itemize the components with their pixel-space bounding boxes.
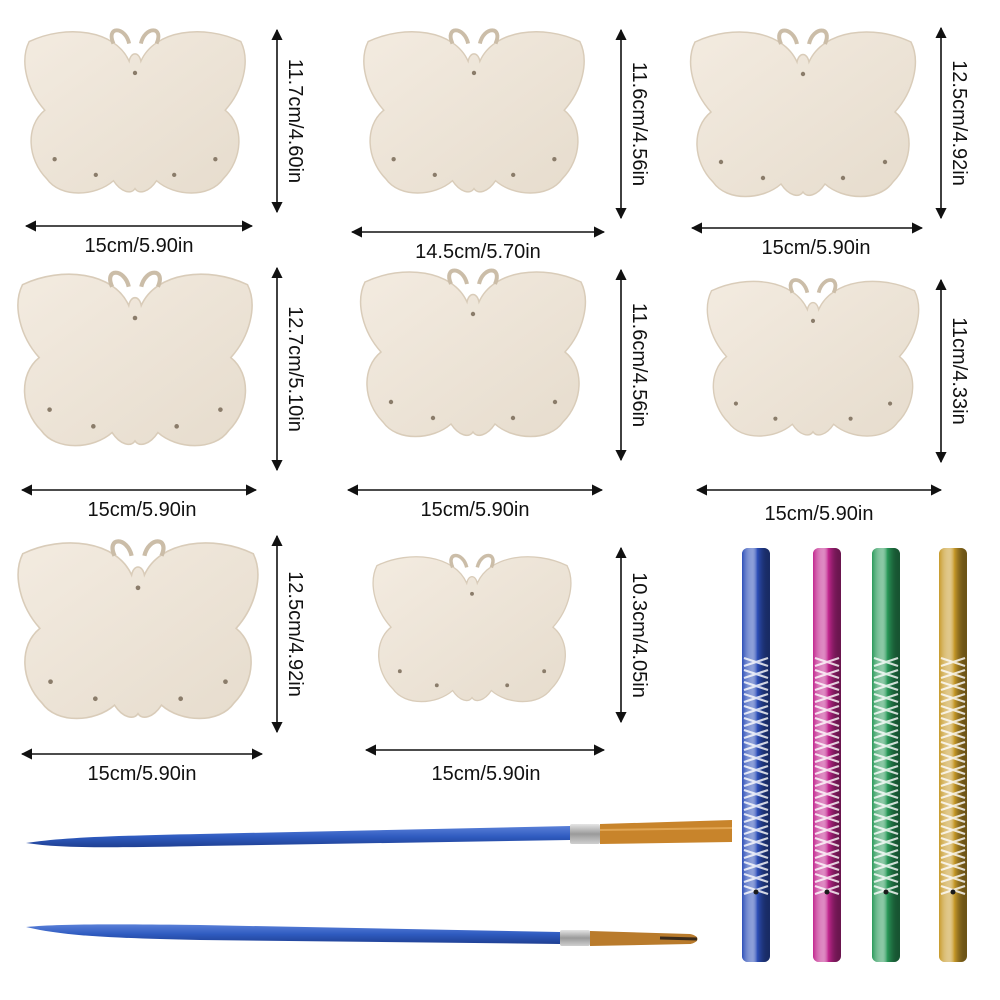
pink-rod — [813, 548, 841, 962]
butterfly-cutout-4 — [18, 273, 252, 446]
width-label-3: 15cm/5.90in — [762, 237, 871, 259]
flat-paintbrush — [26, 820, 733, 848]
width-label-2: 14.5cm/5.70in — [415, 241, 541, 263]
height-label-6: 11cm/4.33in — [948, 317, 970, 424]
butterfly-cutout-2 — [364, 30, 584, 193]
width-label-8: 15cm/5.90in — [432, 763, 541, 785]
height-label-7: 12.5cm/4.92in — [284, 571, 306, 697]
butterfly-cutout-8 — [373, 555, 571, 701]
butterfly-cutout-1 — [25, 30, 245, 193]
width-label-6: 15cm/5.90in — [765, 503, 874, 525]
butterfly-cutout-5 — [361, 271, 586, 437]
height-label-5: 11.6cm/4.56in — [628, 303, 650, 427]
height-label-8: 10.3cm/4.05in — [628, 572, 650, 698]
green-rod — [872, 548, 900, 962]
round-paintbrush — [26, 924, 698, 946]
width-label-4: 15cm/5.90in — [88, 499, 197, 521]
width-label-7: 15cm/5.90in — [88, 763, 197, 785]
gold-rod — [939, 548, 967, 962]
blue-rod — [742, 548, 770, 962]
height-label-1: 11.7cm/4.60in — [284, 59, 306, 183]
height-label-2: 11.6cm/4.56in — [628, 62, 650, 186]
butterfly-cutout-6 — [707, 280, 918, 436]
butterfly-cutout-3 — [691, 31, 916, 197]
height-label-4: 12.7cm/5.10in — [284, 306, 306, 432]
width-label-5: 15cm/5.90in — [421, 499, 530, 521]
width-label-1: 15cm/5.90in — [85, 235, 194, 257]
embossing-rods — [742, 548, 967, 962]
height-label-3: 12.5cm/4.92in — [948, 60, 970, 186]
butterfly-cutout-7 — [18, 541, 258, 718]
